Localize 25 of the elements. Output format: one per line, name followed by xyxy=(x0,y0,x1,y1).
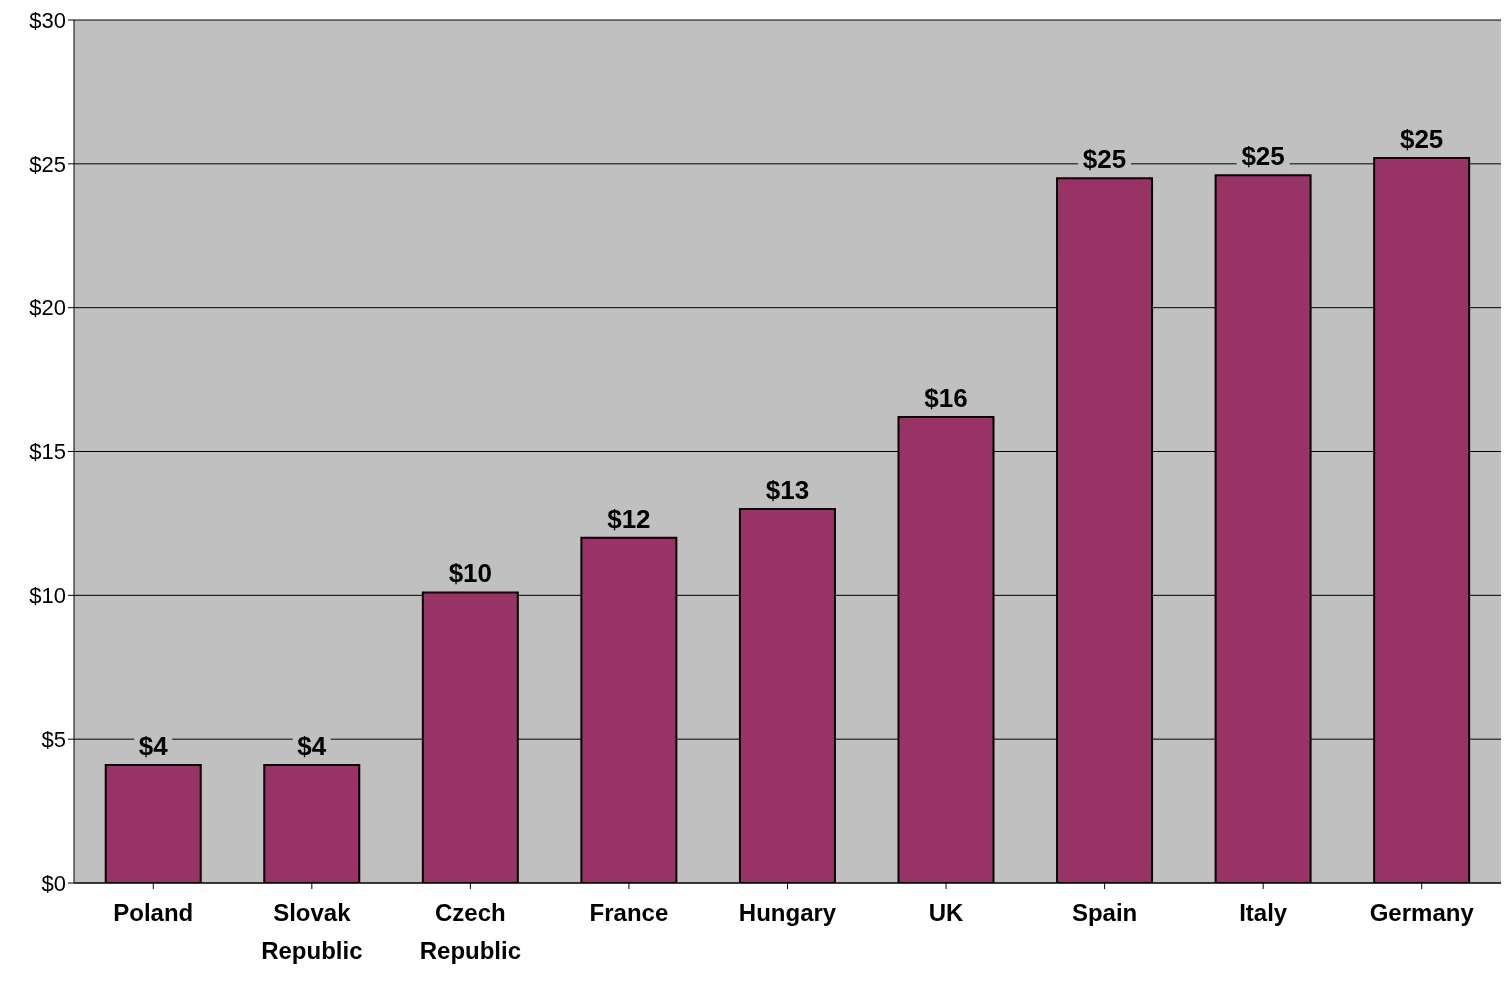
x-tick-label: Slovak Republic xyxy=(261,899,363,964)
data-label: $4 xyxy=(297,731,327,762)
y-tick-label: $10 xyxy=(29,583,66,609)
y-tick-label: $20 xyxy=(29,295,66,321)
y-tick-label: $30 xyxy=(29,7,66,33)
y-tick-label: $5 xyxy=(41,726,66,752)
data-label: $13 xyxy=(765,475,810,506)
x-tick-label: France xyxy=(589,899,669,926)
y-tick-label: $0 xyxy=(41,870,66,896)
data-label: $25 xyxy=(1399,124,1444,155)
x-tick-label: Germany xyxy=(1369,899,1475,926)
data-label: $25 xyxy=(1082,144,1127,175)
data-label: $16 xyxy=(924,382,968,413)
x-tick-label: Poland xyxy=(113,899,194,926)
data-label: $12 xyxy=(607,503,651,534)
data-label: $10 xyxy=(448,558,493,589)
x-tick-label: Hungary xyxy=(738,899,837,926)
data-label: $4 xyxy=(138,731,169,762)
x-tick-label: Italy xyxy=(1239,899,1288,926)
y-tick-label: $15 xyxy=(29,439,66,465)
x-tick-label: Czech Republic xyxy=(419,899,522,964)
x-tick-label: Spain xyxy=(1071,899,1138,926)
x-tick-label: UK xyxy=(928,899,965,926)
y-tick-label: $25 xyxy=(29,151,66,177)
data-label: $25 xyxy=(1241,141,1285,172)
